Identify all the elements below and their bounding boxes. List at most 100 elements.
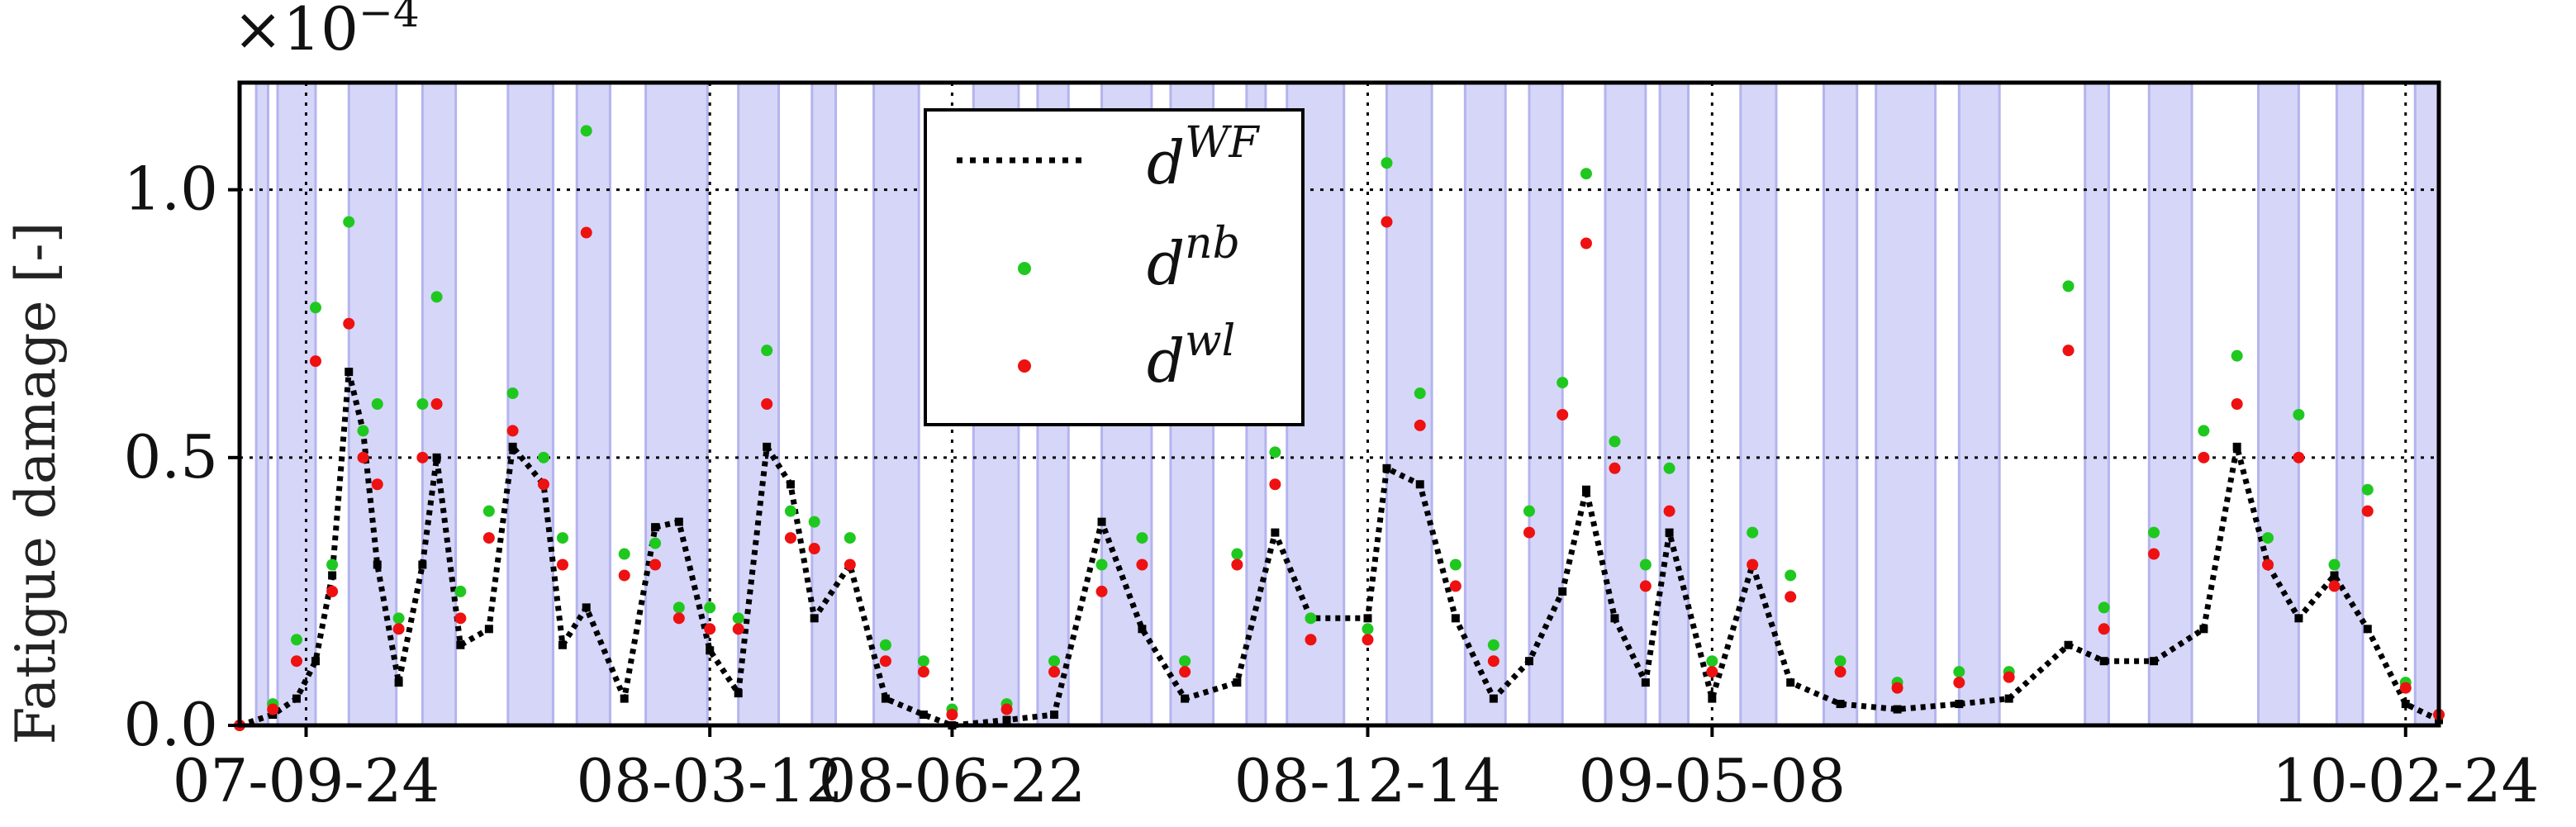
data-point-wf — [1610, 614, 1619, 623]
data-point-nb — [649, 537, 662, 549]
data-point-nb — [1834, 655, 1846, 668]
data-point-wl — [761, 398, 773, 410]
data-point-wf — [311, 657, 320, 666]
data-point-nb — [290, 634, 302, 646]
data-point-wl — [1891, 682, 1903, 694]
data-point-wl — [371, 478, 383, 491]
data-point-wf — [328, 571, 337, 580]
data-point-nb — [1231, 548, 1243, 560]
data-point-wf — [292, 694, 301, 703]
data-point-wl — [1414, 419, 1426, 431]
data-point-wl — [784, 532, 796, 544]
shaded-period — [2335, 81, 2365, 727]
data-point-wf — [1233, 678, 1242, 687]
data-point-nb — [844, 532, 856, 544]
data-point-nb — [1136, 532, 1148, 544]
shaded-period — [872, 81, 920, 727]
data-point-wf — [674, 517, 683, 526]
shaded-period — [2413, 81, 2441, 727]
data-point-nb — [326, 558, 339, 571]
y-axis-label: Fatigue damage [-] — [4, 222, 68, 745]
data-point-wl — [1580, 237, 1592, 250]
data-point-nb — [917, 655, 929, 668]
shaded-period — [276, 81, 317, 727]
data-point-wf — [1271, 528, 1280, 537]
shaded-period — [1528, 81, 1564, 727]
data-point-nb — [537, 451, 549, 463]
data-point-wf — [2363, 625, 2372, 634]
data-point-wf — [2150, 657, 2159, 666]
data-point-wl — [917, 666, 929, 678]
x-tick-label: 08-12-14 — [1234, 746, 1502, 815]
data-point-nb — [1449, 558, 1461, 571]
data-point-wl — [343, 317, 355, 330]
data-point-wl — [454, 612, 467, 625]
data-point-wf — [418, 560, 427, 569]
data-point-wf — [345, 368, 354, 377]
data-point-wf — [2199, 625, 2208, 634]
shaded-period — [1875, 81, 1937, 727]
data-point-wl — [673, 612, 685, 625]
data-point-wl — [2003, 671, 2015, 683]
data-point-nb — [343, 216, 355, 228]
data-point-wf — [1181, 694, 1190, 703]
series-line-wf — [238, 368, 2441, 729]
data-point-wf — [2232, 442, 2241, 451]
shaded-period — [810, 81, 838, 727]
data-point-nb — [2198, 425, 2210, 437]
data-point-nb — [1269, 446, 1281, 459]
data-point-nb — [732, 612, 744, 625]
data-point-wl — [2098, 623, 2110, 635]
data-point-wf — [734, 689, 743, 698]
data-point-nb — [1639, 558, 1652, 571]
data-point-wf — [484, 625, 493, 634]
x-tick-label: 09-05-08 — [1579, 746, 1846, 815]
data-point-wf — [2064, 640, 2073, 649]
data-point-nb — [761, 345, 773, 357]
data-point-nb — [357, 425, 369, 437]
data-point-wl — [2361, 505, 2374, 517]
shaded-period — [506, 81, 554, 727]
data-point-nb — [1580, 168, 1592, 180]
data-point-wf — [1641, 678, 1650, 687]
data-point-nb — [2062, 280, 2075, 292]
legend-label-nb: dnb — [1147, 219, 1240, 298]
data-point-nb — [879, 639, 891, 651]
data-point-wl — [844, 558, 856, 571]
x-tick-label: 08-06-22 — [819, 746, 1086, 815]
data-point-nb — [1362, 623, 1374, 635]
data-point-wl — [732, 623, 744, 635]
data-point-wf — [1050, 711, 1059, 720]
data-point-nb — [1747, 526, 1759, 539]
data-point-wl — [1834, 666, 1846, 678]
data-point-wl — [649, 558, 662, 571]
data-point-nb — [2148, 526, 2160, 539]
data-point-wl — [1609, 462, 1621, 474]
shaded-period — [2147, 81, 2193, 727]
data-point-wl — [2198, 451, 2210, 463]
data-point-wl — [2399, 682, 2412, 694]
data-point-nb — [784, 505, 796, 517]
data-point-wf — [651, 523, 660, 532]
data-point-wl — [1785, 591, 1797, 603]
data-point-nb — [2328, 558, 2341, 571]
data-point-nb — [392, 612, 405, 625]
data-point-nb — [1609, 435, 1621, 448]
data-point-wf — [2004, 694, 2013, 703]
data-point-wl — [1048, 666, 1061, 678]
legend-label-wl: dwl — [1147, 316, 1235, 396]
data-point-wl — [309, 355, 321, 368]
data-point-wf — [582, 603, 591, 612]
data-point-wl — [2262, 558, 2274, 571]
shaded-period — [1822, 81, 1859, 727]
data-point-wl — [556, 558, 568, 571]
data-point-wl — [2148, 548, 2160, 560]
data-point-wf — [620, 694, 629, 703]
data-point-wl — [326, 585, 339, 597]
shaded-periods — [254, 81, 2441, 727]
data-point-wf — [1708, 694, 1717, 703]
y-axis-ticks: 0.0 0.5 1.0 — [123, 154, 240, 759]
y-axis-multiplier: ×10−4 — [233, 0, 420, 64]
data-point-nb — [1414, 387, 1426, 400]
